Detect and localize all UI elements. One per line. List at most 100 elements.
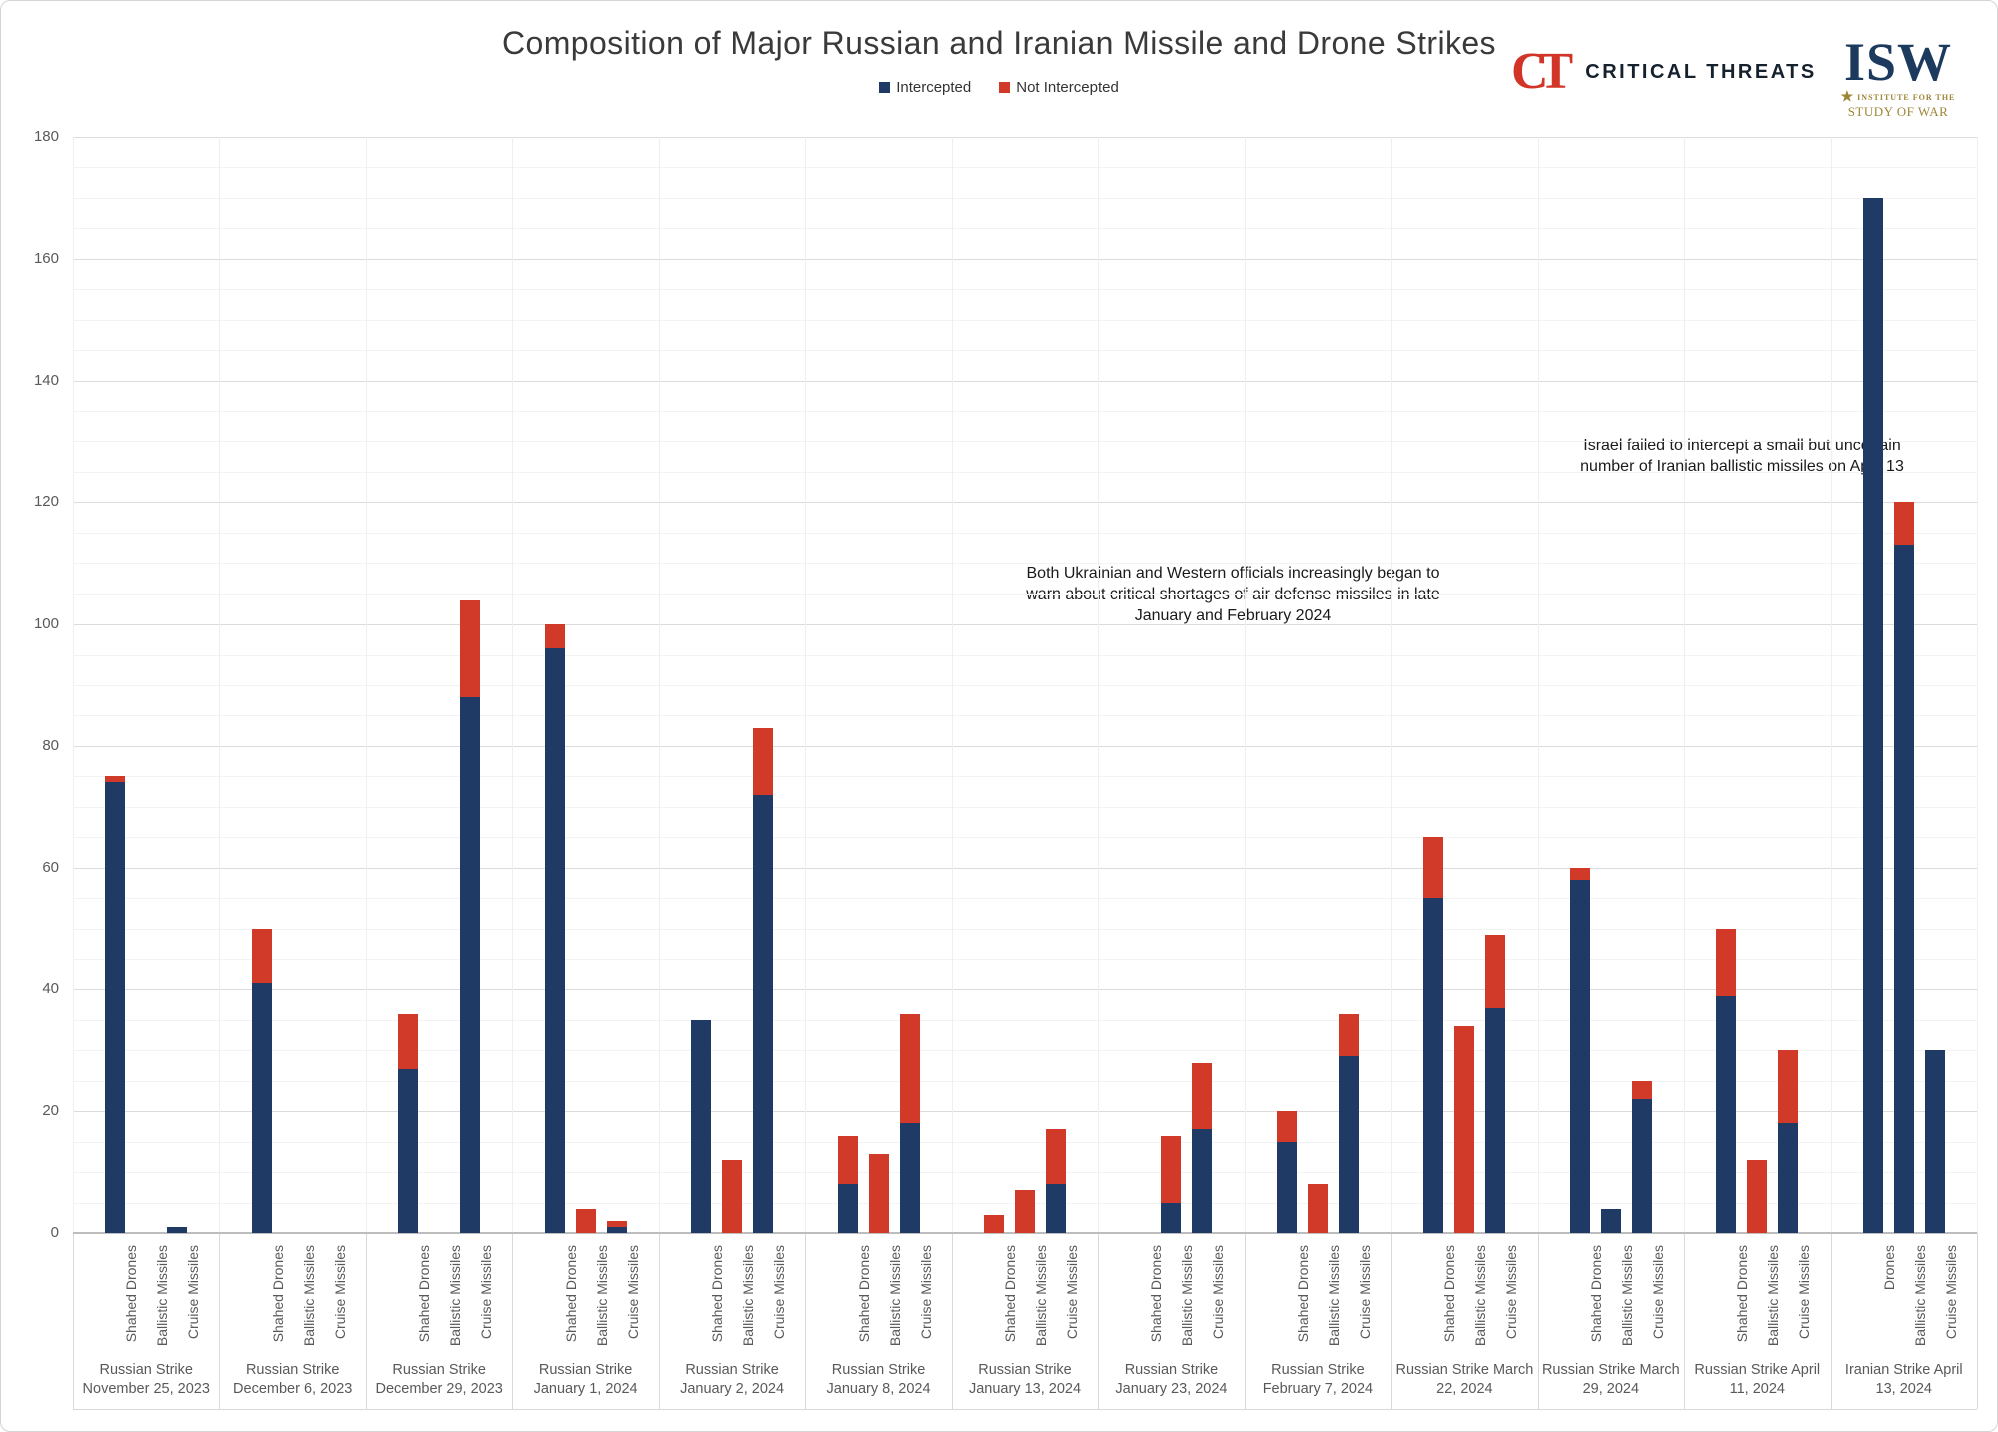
group-separator-line	[219, 137, 221, 1233]
gridline-minor	[73, 898, 1977, 900]
bar-not-intercepted	[899, 1013, 920, 1124]
label-zone-separator-line	[1684, 1233, 1686, 1409]
bar-intercepted	[251, 983, 272, 1233]
bar-intercepted	[1924, 1050, 1945, 1233]
bar-intercepted	[899, 1123, 920, 1233]
bar-not-intercepted	[753, 727, 774, 795]
group-label: Russian Strike April 11, 2024	[1694, 1362, 1821, 1397]
gridline-minor	[73, 1080, 1977, 1082]
category-label: Ballistic Missiles	[1179, 1245, 1196, 1347]
y-axis-tick-label: 100	[33, 615, 59, 633]
bar-intercepted	[1778, 1123, 1799, 1233]
group-separator-line	[1537, 137, 1539, 1233]
bar-not-intercepted	[1454, 1025, 1475, 1233]
gridline-major	[73, 989, 1977, 991]
gridline-minor	[73, 715, 1977, 717]
gridline-minor	[73, 228, 1977, 230]
category-label: Shahed Drones	[1294, 1245, 1311, 1343]
category-label: Cruise Missiles	[1796, 1245, 1813, 1340]
bar-intercepted	[105, 782, 126, 1233]
gridline-minor	[73, 1172, 1977, 1174]
gridline-minor	[73, 350, 1977, 352]
category-label: Shahed Drones	[123, 1245, 140, 1343]
group-label: Russian Strike March 22, 2024	[1395, 1362, 1534, 1397]
legend: Intercepted Not Intercepted	[1, 79, 1997, 96]
bar-not-intercepted	[1161, 1135, 1182, 1203]
bar-not-intercepted	[1192, 1062, 1213, 1130]
bar-not-intercepted	[722, 1159, 743, 1233]
y-axis-tick-label: 0	[50, 1224, 59, 1241]
label-zone-separator-line	[1244, 1233, 1246, 1409]
bar-intercepted	[1192, 1129, 1213, 1233]
group-separator-line	[658, 137, 660, 1233]
category-label: Ballistic Missiles	[154, 1245, 171, 1347]
bar-intercepted	[1893, 544, 1914, 1233]
category-label: Shahed Drones	[855, 1245, 872, 1343]
gridline-minor	[73, 593, 1977, 595]
isw-logo: ISW ★ INSTITUTE FOR THE STUDY OF WAR	[1823, 35, 1973, 118]
bar-not-intercepted	[544, 624, 565, 649]
label-zone-separator-line	[512, 1233, 514, 1409]
annotation-israel-intercept: Israel failed to intercept a small but u…	[1580, 437, 1904, 476]
bar-intercepted	[1046, 1184, 1066, 1233]
not-intercepted-swatch-icon	[999, 82, 1011, 93]
legend-label-not-intercepted: Not Intercepted	[1016, 79, 1119, 96]
category-label: Cruise Missiles	[1503, 1245, 1520, 1340]
category-label: Ballistic Missiles	[1033, 1245, 1049, 1347]
gridline-major	[73, 502, 1977, 504]
group-separator-line	[1244, 137, 1246, 1233]
bar-intercepted	[691, 1019, 712, 1233]
category-label: Cruise Missiles	[1210, 1245, 1227, 1340]
gridline-minor	[73, 959, 1977, 960]
group-label: Russian Strike November 25, 2023	[82, 1362, 210, 1397]
bar-intercepted	[1161, 1202, 1182, 1233]
label-zone-separator-line	[1537, 1233, 1539, 1409]
category-label: Shahed Drones	[562, 1245, 579, 1343]
bar-intercepted	[606, 1226, 627, 1233]
category-label: Ballistic Missiles	[300, 1245, 317, 1347]
gridline-major	[73, 380, 1977, 382]
group-separator-line	[1830, 137, 1832, 1233]
bar-not-intercepted	[1631, 1080, 1652, 1100]
group-separator-line	[1684, 137, 1686, 1233]
group-label: Russian Strike February 7, 2024	[1262, 1362, 1374, 1397]
y-axis-tick-label: 60	[42, 858, 59, 876]
gridline-major	[73, 745, 1977, 747]
category-label: Ballistic Missiles	[1765, 1245, 1782, 1347]
bar-intercepted	[398, 1068, 419, 1233]
bar-not-intercepted	[984, 1214, 1004, 1233]
label-zone-separator-line	[365, 1233, 367, 1409]
gridline-minor	[73, 532, 1977, 534]
category-label: Cruise Missiles	[1649, 1245, 1666, 1340]
group-label: Russian Strike January 13, 2024	[968, 1362, 1082, 1397]
group-separator-line	[1391, 137, 1393, 1233]
y-axis-tick-label: 40	[42, 980, 59, 998]
gridline-minor	[73, 1141, 1977, 1143]
isw-subtext-line2: STUDY OF WAR	[1847, 104, 1949, 119]
bar-intercepted	[837, 1184, 858, 1233]
category-label: Cruise Missiles	[1064, 1245, 1080, 1340]
group-label: Russian Strike December 29, 2023	[375, 1362, 503, 1397]
bar-not-intercepted	[1338, 1013, 1359, 1057]
ct-logo-icon: CT	[1511, 43, 1573, 100]
gridline-major	[73, 867, 1977, 869]
category-label: Cruise Missiles	[1942, 1245, 1959, 1340]
bar-not-intercepted	[1015, 1190, 1035, 1233]
category-label: Ballistic Missiles	[740, 1245, 757, 1347]
bar-intercepted	[1716, 995, 1737, 1233]
gridline-minor	[73, 167, 1977, 169]
gridline-minor	[73, 1050, 1977, 1052]
group-label: Russian Strike January 2, 2024	[680, 1362, 785, 1397]
gridline-major	[73, 1111, 1977, 1113]
bar-intercepted	[460, 697, 481, 1233]
bar-not-intercepted	[837, 1135, 858, 1185]
label-zone-separator-line	[219, 1233, 221, 1409]
category-label: Shahed Drones	[1587, 1245, 1604, 1343]
group-label: Russian Strike March 29, 2024	[1541, 1362, 1680, 1397]
label-zone-bottom-border	[73, 1409, 1977, 1410]
group-separator-line	[1098, 137, 1100, 1233]
category-label: Cruise Missiles	[185, 1245, 202, 1340]
star-icon: ★	[1840, 90, 1855, 105]
category-label: Ballistic Missiles	[593, 1245, 610, 1347]
y-axis-tick-label: 20	[42, 1102, 59, 1120]
